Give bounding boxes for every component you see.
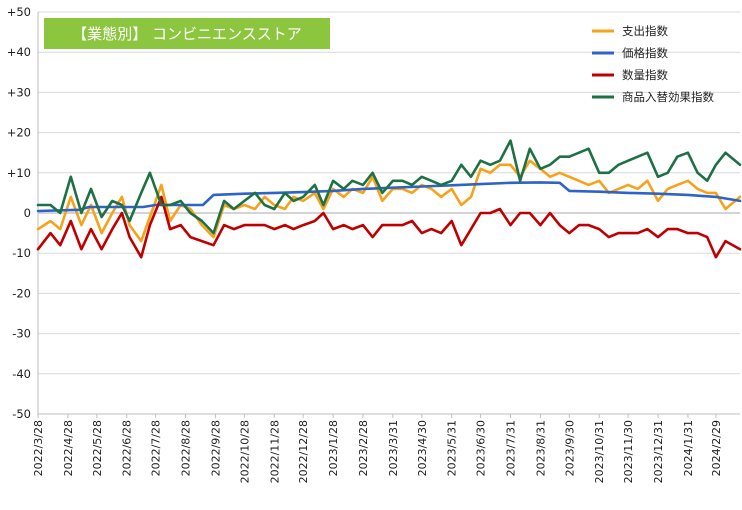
x-tick-label: 2023/1/28 [327,420,340,476]
y-tick-label: +20 [7,126,31,140]
y-tick-label: -40 [12,367,31,381]
axes: -50 -40 -30 -20 -10 0 +10 +20 +30 +40 +50 2022/3/28… [7,5,740,483]
x-tick-label: 2023/8/31 [534,420,547,476]
x-tick-label: 2023/6/30 [475,420,488,476]
x-tick-label: 2023/4/30 [416,420,429,476]
y-tick-label: -10 [12,246,31,260]
legend-label: 商品入替効果指数 [622,90,714,104]
x-tick-label: 2023/5/31 [446,420,459,476]
x-tick-label: 2023/9/30 [563,420,576,476]
x-tick-label: 2023/12/31 [652,420,665,483]
x-tick-label: 2022/4/28 [62,420,75,476]
series-lines [36,139,742,259]
x-tick-label: 2022/8/28 [180,420,193,476]
y-tick-label: -50 [12,407,31,421]
series-line [36,195,742,259]
x-tick-label: 2022/3/28 [32,420,45,476]
x-tick-label: 2023/2/28 [357,420,370,476]
x-tick-label: 2022/10/28 [238,420,251,483]
title-box: 【業態別】 コンビニエンスストア [44,18,330,49]
y-tick-label: +30 [7,85,31,99]
series-line [36,139,742,235]
legend-label: 数量指数 [622,68,668,82]
x-tick-label: 2024/2/29 [710,420,723,476]
y-tick-label: -30 [12,327,31,341]
y-tick-label: +40 [7,45,31,59]
y-tick-label: +10 [7,166,31,180]
x-tick-label: 2023/11/30 [622,420,635,483]
x-tick-label: 2024/1/31 [682,420,695,476]
title-background [44,18,330,49]
chart-title: 【業態別】 コンビニエンスストア [72,25,301,43]
series-line [36,181,742,213]
x-tick-label: 2022/12/28 [297,420,310,483]
x-tick-label: 2022/11/28 [268,420,281,483]
x-tick-label: 2022/9/28 [209,420,222,476]
y-tick-label: +50 [7,5,31,19]
y-tick-label: 0 [24,206,31,220]
x-tick-label: 2023/10/31 [593,420,606,483]
x-tick-label: 2022/6/28 [121,420,134,476]
x-tick-label: 2023/7/31 [505,420,518,476]
x-tick-label: 2023/3/31 [387,420,400,476]
gridlines [38,11,740,415]
x-tick-label: 2022/7/28 [150,420,163,476]
legend-label: 支出指数 [622,24,668,38]
x-tick-label: 2022/5/28 [91,420,104,476]
y-tick-label: -20 [12,286,31,300]
legend-label: 価格指数 [622,46,668,60]
